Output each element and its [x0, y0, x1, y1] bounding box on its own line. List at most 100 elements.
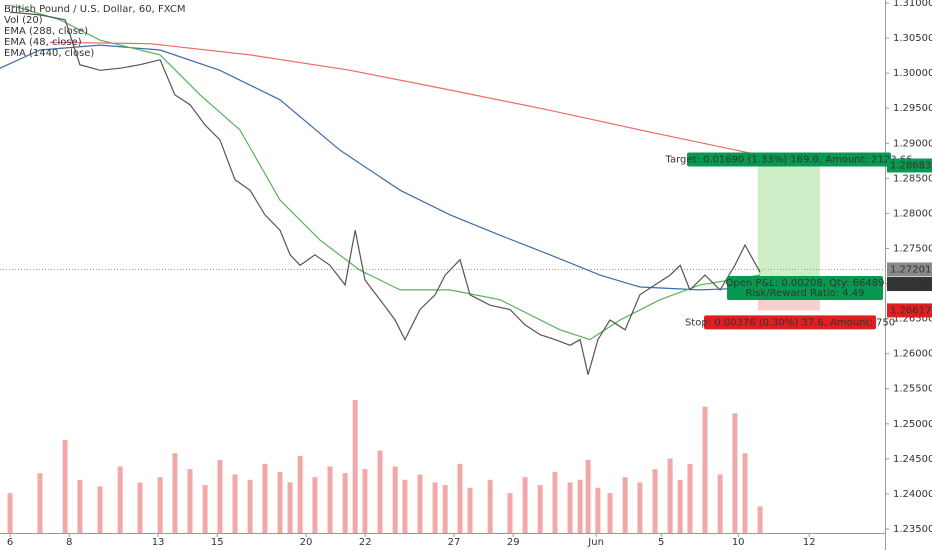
volume-bar: [377, 450, 383, 533]
y-tick-label: 1.29500: [893, 103, 932, 114]
y-tick-label: 1.25000: [893, 419, 932, 430]
volume-bar: [62, 439, 68, 533]
last-price-label: 1.27201: [890, 264, 931, 275]
volume-bar: [7, 493, 13, 533]
ema-line: [49, 41, 761, 156]
x-tick-label: 15: [211, 537, 224, 548]
volume-bar: [37, 473, 43, 533]
y-tick-label: 1.29000: [893, 138, 932, 149]
price-line: [10, 11, 761, 375]
volume-bar: [667, 458, 673, 533]
volume-bar: [342, 473, 348, 533]
chart-title: British Pound / U.S. Dollar, 60, FXCM: [4, 4, 185, 15]
volume-bar: [607, 493, 613, 533]
volume-bar: [362, 469, 368, 533]
volume-bar: [262, 463, 268, 533]
x-tick-label: 12: [803, 537, 816, 548]
y-tick-label: 1.30500: [893, 33, 932, 44]
stop-label: Stop: 0.00376 (0.30%) 37.6, Amount: 750: [685, 317, 895, 328]
x-tick-label: 20: [300, 537, 313, 548]
legend-entry: EMA (48, close): [4, 37, 82, 48]
volume-bar: [677, 479, 683, 533]
volume-bar: [522, 477, 528, 533]
target-label-box: [687, 152, 891, 167]
ema-line: [0, 44, 761, 291]
volume-bar: [202, 485, 208, 533]
volume-bar: [157, 477, 163, 533]
volume-bar: [97, 486, 103, 533]
target-label: Target: 0.01690 (1.33%) 169.0, Amount: 2…: [665, 155, 913, 166]
target-price-label: 1.28683: [890, 161, 931, 172]
legend-entry: Vol (20): [4, 15, 43, 26]
volume-bar: [402, 479, 408, 533]
volume-bar: [717, 474, 723, 533]
volume-bar: [417, 474, 423, 533]
last-price-label-box: [887, 262, 932, 277]
target-zone: [758, 165, 820, 285]
volume-bar: [277, 471, 283, 533]
volume-bar: [467, 487, 473, 533]
entry-price-label: 1.26993: [890, 279, 931, 290]
target-price-label-box: [887, 158, 932, 173]
volume-bar: [117, 466, 123, 533]
volume-bar: [442, 485, 448, 533]
y-tick-label: 1.24500: [893, 454, 932, 465]
volume-bar: [432, 482, 438, 533]
volume-bar: [77, 479, 83, 533]
rr-label: Risk/Reward Ratio: 4.49: [745, 288, 864, 299]
y-tick-label: 1.28000: [893, 208, 932, 219]
volume-bar: [312, 477, 318, 533]
volume-bar: [297, 455, 303, 533]
volume-bar: [287, 482, 293, 533]
legend-entry: EMA (1440, close): [4, 48, 94, 59]
volume-bar: [742, 453, 748, 533]
volume-bar: [595, 487, 601, 533]
volume-bar: [552, 471, 558, 533]
volume-bar: [537, 485, 543, 533]
stop-price-label: 1.26617: [890, 305, 931, 316]
x-tick-label: 5: [658, 537, 664, 548]
volume-bar: [507, 493, 513, 533]
legend-entry: EMA (288, close): [4, 26, 88, 37]
x-tick-label: 27: [448, 537, 461, 548]
x-tick-label: 10: [732, 537, 745, 548]
volume-bar: [232, 474, 238, 533]
volume-bar: [327, 466, 333, 533]
volume-bar: [137, 482, 143, 533]
x-tick-label: Jun: [587, 537, 604, 548]
x-tick-label: 13: [152, 537, 165, 548]
pnl-box: [727, 276, 883, 301]
y-tick-label: 1.24000: [893, 489, 932, 500]
y-tick-label: 1.26500: [893, 314, 932, 325]
y-tick-label: 1.28500: [893, 173, 932, 184]
volume-bar: [172, 453, 178, 533]
pnl-label: Open P&L: 0.00208, Qty: 66489: [726, 278, 885, 289]
x-tick-label: 29: [507, 537, 520, 548]
volume-bar: [732, 413, 738, 533]
x-tick-label: 22: [359, 537, 372, 548]
stop-price-label-box: [887, 303, 932, 318]
volume-bar: [757, 506, 763, 533]
entry-price-label-box: [887, 277, 932, 292]
volume-bar: [702, 406, 708, 533]
x-tick-label: 8: [66, 537, 72, 548]
volume-bar: [585, 459, 591, 533]
volume-bar: [487, 479, 493, 533]
y-tick-label: 1.26000: [893, 349, 932, 360]
volume-bar: [577, 479, 583, 533]
y-tick-label: 1.23500: [893, 524, 932, 535]
ema-line: [9, 4, 761, 341]
volume-bar: [392, 466, 398, 533]
volume-bar: [247, 479, 253, 533]
volume-bar: [187, 469, 193, 533]
x-tick-label: 6: [7, 537, 13, 548]
volume-bar: [217, 459, 223, 533]
volume-bar: [567, 482, 573, 533]
volume-bar: [622, 477, 628, 533]
y-tick-label: 1.27500: [893, 243, 932, 254]
volume-bar: [352, 400, 358, 533]
volume-bar: [457, 463, 463, 533]
volume-bar: [652, 469, 658, 533]
